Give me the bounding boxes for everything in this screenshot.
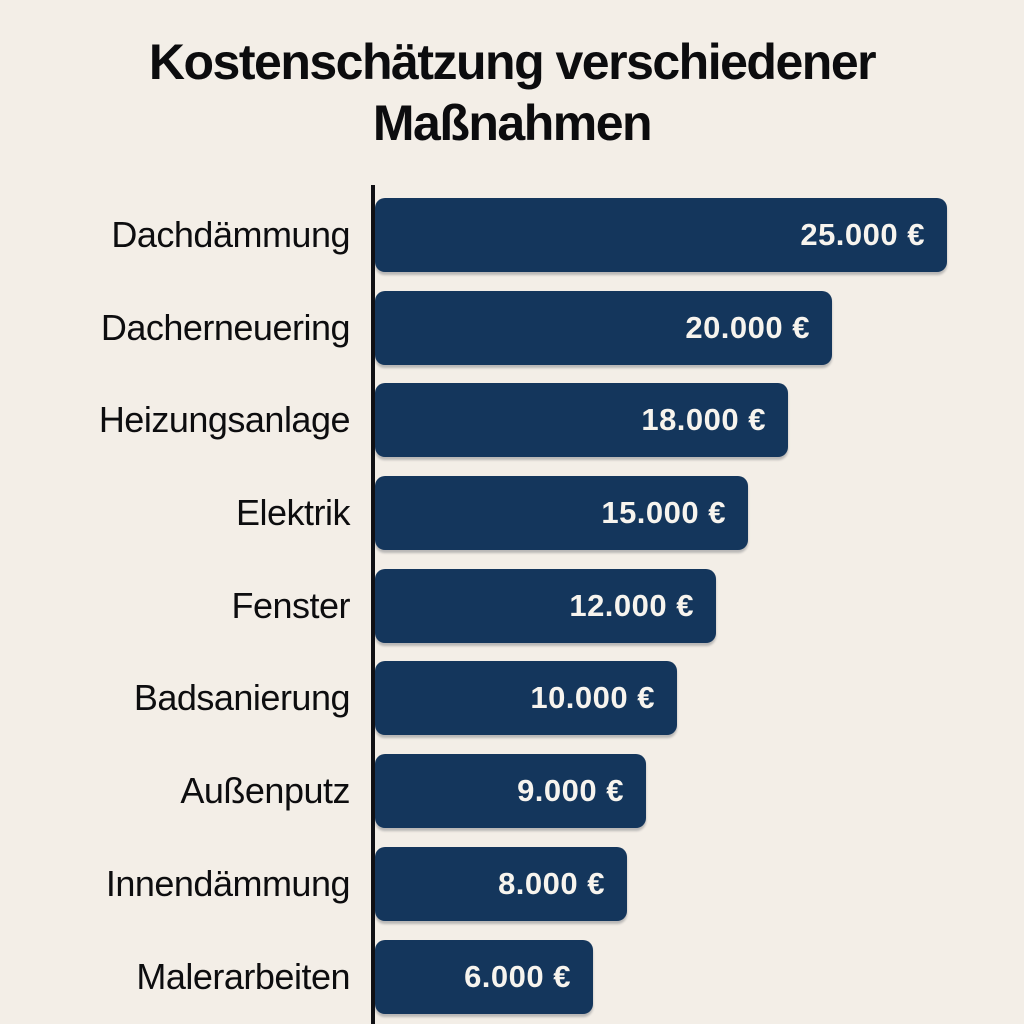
bar: 9.000 € — [375, 754, 646, 829]
category-label: Fenster — [231, 584, 350, 626]
bar: 15.000 € — [375, 476, 748, 551]
bar-row: Dachdämmung 25.000 € — [0, 198, 1024, 272]
value-label: 9.000 € — [517, 773, 624, 809]
category-label: Badsanierung — [133, 677, 351, 719]
category-label: Dachdämmung — [111, 214, 350, 255]
value-label: 20.000 € — [685, 309, 810, 345]
value-label: 12.000 € — [569, 587, 694, 623]
category-label: Innendämmung — [105, 862, 351, 904]
bar-row: Malerarbeiten 6.000 € — [0, 939, 1024, 1014]
bar-chart: Dachdämmung 25.000 € Dacherneuering 20.0… — [0, 198, 1024, 1024]
bar: 8.000 € — [375, 846, 627, 921]
bar: 10.000 € — [375, 661, 677, 736]
category-label: Malerarbeiten — [136, 955, 350, 997]
bar-row: Außenputz 9.000 € — [0, 754, 1024, 829]
bar-row: Badsanierung 10.000 € — [0, 661, 1024, 736]
y-axis-line — [371, 185, 375, 1024]
bar: 12.000 € — [375, 568, 716, 643]
category-label: Heizungsanlage — [98, 399, 351, 441]
chart-title: Kostenschätzung verschiedener Maßnahmen — [0, 32, 1024, 154]
category-label: Dacherneuering — [100, 306, 351, 348]
bar-row: Innendämmung 8.000 € — [0, 846, 1024, 921]
category-label: Außenputz — [180, 770, 350, 812]
bar: 6.000 € — [375, 939, 593, 1014]
value-label: 6.000 € — [464, 958, 571, 994]
category-label: Elektrik — [235, 492, 351, 534]
value-label: 15.000 € — [601, 495, 726, 531]
bar-row: Dacherneuering 20.000 € — [0, 290, 1024, 365]
value-label: 18.000 € — [641, 402, 766, 438]
chart-title-line-2: Maßnahmen — [372, 95, 653, 151]
chart-title-line-1: Kostenschätzung verschiedener — [148, 34, 877, 90]
bar-row: Heizungsanlage 18.000 € — [0, 383, 1024, 458]
value-label: 8.000 € — [498, 865, 605, 901]
value-label: 10.000 € — [530, 680, 655, 716]
bar: 20.000 € — [375, 290, 832, 365]
value-label: 25.000 € — [800, 217, 925, 252]
bar-row: Elektrik 15.000 € — [0, 476, 1024, 551]
bar: 25.000 € — [375, 198, 947, 272]
bar-row: Fenster 12.000 € — [0, 568, 1024, 643]
bar: 18.000 € — [375, 383, 788, 458]
